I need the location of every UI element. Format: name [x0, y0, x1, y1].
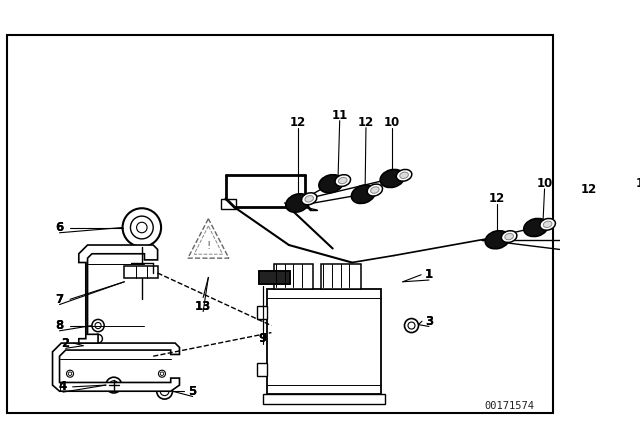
Ellipse shape — [371, 187, 379, 193]
Bar — [321, 264, 361, 289]
Text: 8: 8 — [56, 319, 63, 332]
Ellipse shape — [501, 231, 517, 242]
Text: 8: 8 — [56, 319, 63, 332]
Ellipse shape — [577, 242, 593, 254]
Circle shape — [408, 322, 415, 329]
Circle shape — [95, 323, 101, 329]
Bar — [257, 306, 267, 319]
Text: 5: 5 — [189, 385, 196, 398]
Text: 4: 4 — [59, 380, 67, 393]
Text: 11: 11 — [332, 109, 348, 122]
Text: 11: 11 — [636, 177, 640, 190]
Ellipse shape — [636, 233, 640, 240]
Ellipse shape — [505, 233, 513, 240]
Bar — [267, 289, 381, 394]
Circle shape — [109, 381, 118, 389]
Text: 12: 12 — [580, 183, 596, 196]
Bar — [124, 266, 157, 278]
Circle shape — [123, 208, 161, 247]
Text: 13: 13 — [195, 300, 211, 313]
Bar — [259, 271, 290, 284]
Ellipse shape — [524, 219, 548, 237]
Text: 4: 4 — [59, 380, 67, 393]
Ellipse shape — [633, 231, 640, 242]
Ellipse shape — [305, 195, 314, 202]
Text: 7: 7 — [56, 293, 63, 306]
Text: .: . — [207, 252, 210, 261]
Text: 2: 2 — [61, 336, 70, 349]
Ellipse shape — [543, 221, 552, 228]
Text: !: ! — [206, 241, 211, 251]
Ellipse shape — [396, 169, 412, 181]
Circle shape — [67, 370, 74, 377]
Ellipse shape — [540, 219, 556, 230]
Text: 10: 10 — [536, 177, 553, 190]
Text: 1: 1 — [425, 268, 433, 281]
Text: 13: 13 — [195, 300, 211, 313]
Circle shape — [160, 372, 164, 375]
Circle shape — [68, 372, 72, 375]
Bar — [257, 363, 267, 376]
Text: 7: 7 — [56, 293, 63, 306]
Polygon shape — [79, 245, 157, 343]
Ellipse shape — [400, 172, 408, 178]
Text: 3: 3 — [425, 314, 433, 327]
Circle shape — [404, 319, 419, 332]
Ellipse shape — [380, 169, 404, 188]
Circle shape — [157, 383, 172, 399]
Text: 2: 2 — [61, 336, 70, 349]
Text: 00171574: 00171574 — [484, 401, 534, 411]
Text: 9: 9 — [259, 332, 267, 345]
Text: 9: 9 — [259, 332, 267, 345]
Circle shape — [160, 387, 169, 396]
Bar — [259, 271, 290, 284]
Bar — [274, 264, 314, 289]
Ellipse shape — [319, 175, 343, 193]
Text: 12: 12 — [358, 116, 374, 129]
Ellipse shape — [367, 184, 383, 196]
Text: 10: 10 — [384, 116, 401, 129]
Ellipse shape — [581, 245, 589, 251]
Ellipse shape — [339, 177, 347, 184]
Circle shape — [131, 216, 153, 239]
Ellipse shape — [286, 194, 310, 212]
Bar — [221, 198, 236, 209]
Text: 12: 12 — [289, 116, 306, 129]
Text: 5: 5 — [189, 385, 196, 398]
Ellipse shape — [485, 231, 509, 249]
Circle shape — [93, 334, 102, 343]
Text: 3: 3 — [425, 314, 433, 327]
Ellipse shape — [335, 175, 351, 186]
Polygon shape — [52, 343, 179, 391]
Circle shape — [136, 222, 147, 233]
Text: 1: 1 — [425, 268, 433, 281]
Ellipse shape — [616, 231, 640, 249]
Ellipse shape — [301, 193, 317, 205]
Text: 6: 6 — [56, 221, 63, 234]
Ellipse shape — [351, 185, 375, 203]
Circle shape — [106, 377, 122, 393]
Ellipse shape — [561, 242, 586, 260]
Circle shape — [159, 370, 166, 377]
Text: 6: 6 — [56, 221, 63, 234]
Circle shape — [92, 319, 104, 332]
Text: 12: 12 — [489, 192, 506, 205]
Bar — [262, 394, 385, 405]
Polygon shape — [188, 219, 229, 258]
